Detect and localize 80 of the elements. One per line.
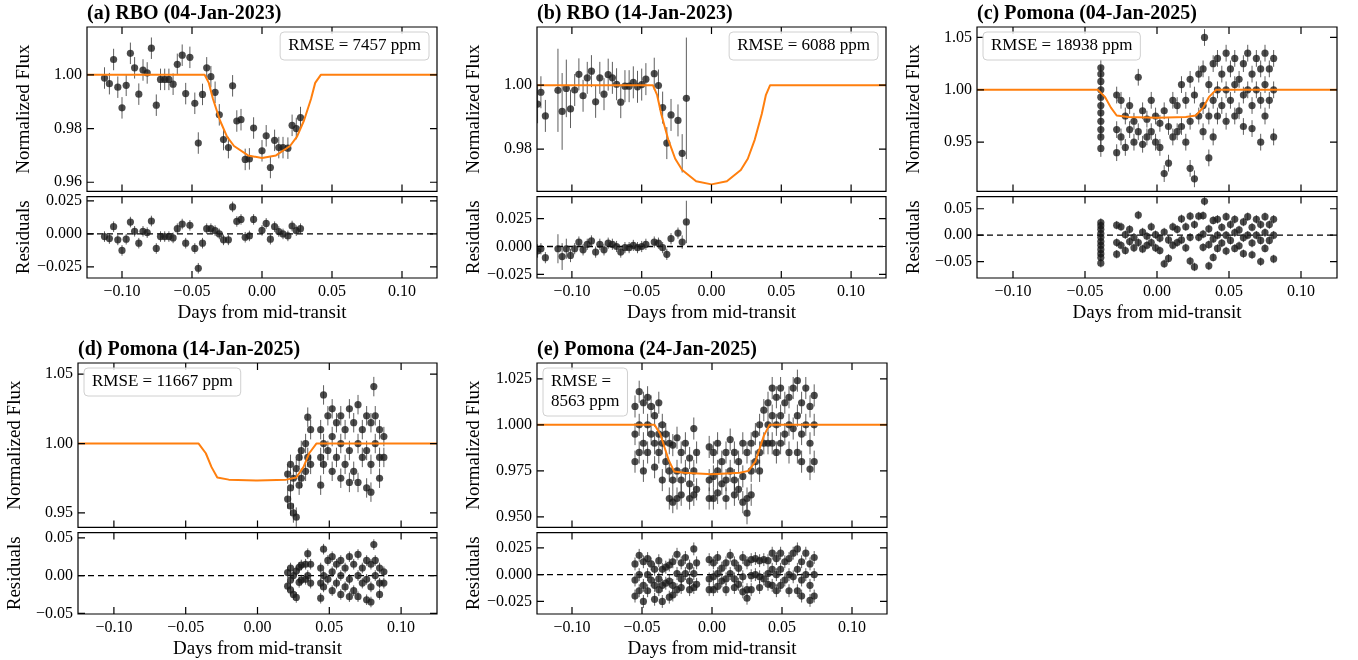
annotation: RMSE = 6088 ppm [737, 35, 871, 55]
y-tick-label: −0.025 [486, 591, 532, 609]
x-tick-label: 0.00 [697, 281, 726, 299]
x-tick-label: −0.05 [623, 617, 661, 635]
annotation: RMSE = 7457 ppm [288, 35, 422, 55]
x-tick-label: −0.05 [1066, 281, 1104, 299]
y-tick-label: 0.05 [944, 198, 972, 216]
x-tick-label: −0.05 [173, 281, 211, 299]
x-tick-label: 0.10 [388, 281, 416, 299]
x-tick-label: −0.05 [167, 617, 205, 635]
y-tick-label: 1.025 [496, 369, 532, 387]
y-tick-label: −0.05 [934, 251, 972, 269]
x-tick-label: 0.00 [243, 617, 272, 635]
y-tick-label: 0.025 [46, 191, 82, 209]
x-tick-label: 0.10 [837, 281, 866, 299]
x-tick-label: −0.10 [103, 281, 141, 299]
y-tick-label: 1.00 [45, 433, 73, 451]
x-tick-label: 0.05 [768, 617, 796, 635]
y-tick-label: 0.975 [496, 461, 532, 479]
chart-title: (b) RBO (14-Jan-2023) [537, 1, 733, 24]
y-tick-label: 0.00 [45, 565, 73, 583]
y-axis-title: Normalized Flux [3, 380, 25, 510]
y-axis-title: Normalized Flux [462, 380, 484, 510]
x-axis-title: Days from mid-transit [177, 300, 348, 322]
y-tick-label: 0.950 [496, 507, 532, 525]
x-tick-label: 0.00 [248, 281, 276, 299]
y-axis-title: Normalized Flux [902, 44, 924, 174]
y-tick-label: 0.95 [944, 132, 972, 150]
x-tick-label: −0.10 [553, 617, 591, 635]
y-tick-label: 1.00 [944, 80, 972, 98]
y-tick-label: 0.000 [46, 224, 82, 242]
y-tick-label: 0.98 [54, 118, 82, 136]
y-tick-label: 0.025 [496, 208, 532, 226]
chart-title: (d) Pomona (14-Jan-2025) [78, 337, 301, 360]
y-axis-title: Residuals [12, 200, 34, 275]
x-tick-label: 0.10 [838, 617, 866, 635]
x-tick-label: −0.10 [95, 617, 133, 635]
y-tick-label: 0.000 [496, 564, 532, 582]
y-tick-label: 1.00 [504, 75, 532, 93]
y-tick-label: 0.98 [504, 139, 532, 157]
x-tick-label: 0.10 [387, 617, 416, 635]
y-tick-label: 1.05 [45, 364, 73, 382]
x-tick-label: −0.05 [623, 281, 661, 299]
chart-title: (e) Pomona (24-Jan-2025) [537, 337, 757, 360]
y-tick-label: 1.000 [496, 415, 532, 433]
x-axis-title: Days from mid-transit [627, 636, 798, 658]
y-axis-title: Normalized Flux [462, 44, 484, 174]
y-tick-label: 0.05 [45, 528, 73, 546]
x-tick-label: 0.00 [698, 617, 726, 635]
x-axis-title: Days from mid-transit [627, 300, 797, 322]
y-axis-title: Residuals [462, 200, 484, 275]
y-tick-label: −0.05 [35, 603, 73, 621]
x-tick-label: 0.00 [1143, 281, 1171, 299]
x-axis-title: Days from mid-transit [173, 636, 343, 658]
x-axis-title: Days from mid-transit [1072, 300, 1243, 322]
y-tick-label: 0.96 [54, 172, 82, 190]
y-axis-title: Residuals [3, 536, 25, 611]
y-tick-label: 0.95 [45, 503, 73, 521]
y-tick-label: 0.000 [496, 236, 532, 254]
chart-title: (c) Pomona (04-Jan-2025) [977, 1, 1197, 24]
y-tick-label: −0.025 [36, 257, 82, 275]
y-tick-label: 1.00 [54, 65, 82, 83]
x-tick-label: −0.10 [994, 281, 1032, 299]
chart-title: (a) RBO (04-Jan-2023) [87, 1, 282, 24]
x-tick-label: −0.10 [553, 281, 591, 299]
y-axis-title: Residuals [902, 200, 924, 275]
y-axis-title: Residuals [462, 536, 484, 611]
y-tick-label: 0.025 [496, 538, 532, 556]
x-tick-label: 0.05 [1215, 281, 1243, 299]
annotation: RMSE = 18938 ppm [991, 35, 1133, 55]
y-axis-title: Normalized Flux [12, 44, 34, 174]
annotation: RMSE = 11667 ppm [92, 371, 233, 391]
x-tick-label: 0.10 [1287, 281, 1315, 299]
y-tick-label: 1.05 [944, 27, 972, 45]
y-tick-label: −0.025 [486, 264, 532, 282]
y-tick-label: 0.00 [944, 225, 972, 243]
x-tick-label: 0.05 [318, 281, 346, 299]
x-tick-label: 0.05 [315, 617, 344, 635]
x-tick-label: 0.05 [767, 281, 796, 299]
annotation: RMSE = 8563 ppm [551, 371, 620, 411]
